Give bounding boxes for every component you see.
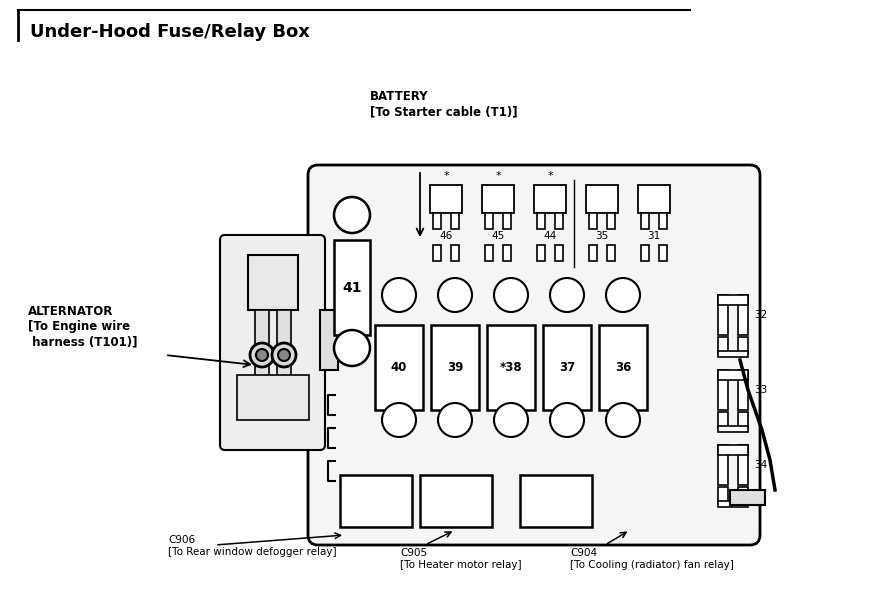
Bar: [433, 245, 441, 261]
Circle shape: [256, 349, 268, 361]
Bar: [641, 245, 649, 261]
Circle shape: [278, 349, 290, 361]
Bar: [718, 295, 728, 335]
Bar: [659, 245, 667, 261]
Bar: [320, 310, 338, 370]
Text: *38: *38: [500, 361, 523, 374]
Bar: [537, 245, 545, 261]
Bar: [431, 325, 479, 410]
Circle shape: [606, 403, 640, 437]
Circle shape: [494, 278, 528, 312]
Bar: [255, 310, 269, 400]
Circle shape: [606, 278, 640, 312]
Bar: [738, 337, 748, 353]
Bar: [430, 185, 462, 213]
Text: 41: 41: [343, 281, 362, 295]
FancyBboxPatch shape: [308, 165, 760, 545]
Text: ALTERNATOR
[To Engine wire
 harness (T101)]: ALTERNATOR [To Engine wire harness (T101…: [28, 305, 137, 348]
Bar: [718, 445, 748, 455]
Text: 39: 39: [447, 361, 463, 374]
Bar: [718, 412, 728, 428]
Bar: [334, 240, 370, 335]
Bar: [718, 337, 728, 353]
Text: *: *: [496, 171, 501, 181]
Bar: [420, 475, 492, 527]
Bar: [451, 213, 459, 229]
Text: 44: 44: [544, 231, 557, 241]
Bar: [718, 426, 748, 432]
Bar: [520, 475, 592, 527]
Bar: [738, 295, 748, 335]
Bar: [482, 185, 514, 213]
Bar: [738, 412, 748, 428]
Bar: [718, 351, 748, 357]
Bar: [375, 325, 423, 410]
Bar: [485, 245, 493, 261]
Text: 31: 31: [648, 231, 661, 241]
Circle shape: [550, 403, 584, 437]
Circle shape: [272, 343, 296, 367]
Text: 45: 45: [491, 231, 504, 241]
Text: 34: 34: [754, 460, 767, 470]
Text: 37: 37: [558, 361, 575, 374]
Bar: [555, 213, 563, 229]
Bar: [738, 487, 748, 503]
Bar: [718, 370, 728, 410]
Bar: [555, 245, 563, 261]
Text: 33: 33: [754, 385, 767, 395]
Text: C905
[To Heater motor relay]: C905 [To Heater motor relay]: [400, 548, 522, 569]
Bar: [607, 245, 615, 261]
Circle shape: [334, 330, 370, 366]
Circle shape: [382, 278, 416, 312]
Bar: [607, 213, 615, 229]
Bar: [503, 245, 511, 261]
FancyBboxPatch shape: [220, 235, 325, 450]
Bar: [659, 213, 667, 229]
Bar: [248, 255, 298, 310]
Bar: [277, 310, 291, 400]
Circle shape: [438, 278, 472, 312]
Circle shape: [334, 197, 370, 233]
Circle shape: [438, 403, 472, 437]
Circle shape: [382, 403, 416, 437]
Text: C906
[To Rear window defogger relay]: C906 [To Rear window defogger relay]: [168, 535, 336, 557]
Bar: [718, 295, 748, 305]
Text: 40: 40: [391, 361, 407, 374]
Bar: [738, 370, 748, 410]
Bar: [485, 213, 493, 229]
Bar: [641, 213, 649, 229]
Bar: [537, 213, 545, 229]
Bar: [451, 245, 459, 261]
Bar: [589, 245, 597, 261]
Text: C904
[To Cooling (radiator) fan relay]: C904 [To Cooling (radiator) fan relay]: [570, 548, 734, 569]
Bar: [586, 185, 618, 213]
Circle shape: [494, 403, 528, 437]
Text: BATTERY
[To Starter cable (T1)]: BATTERY [To Starter cable (T1)]: [370, 90, 517, 118]
Bar: [730, 490, 765, 505]
Bar: [738, 445, 748, 485]
Bar: [503, 213, 511, 229]
Text: 35: 35: [595, 231, 608, 241]
Bar: [487, 325, 535, 410]
Circle shape: [250, 343, 274, 367]
Bar: [340, 475, 412, 527]
Bar: [237, 375, 309, 420]
Bar: [589, 213, 597, 229]
Text: 36: 36: [614, 361, 631, 374]
Text: 46: 46: [440, 231, 453, 241]
Bar: [433, 213, 441, 229]
Bar: [718, 487, 728, 503]
Text: *: *: [443, 171, 449, 181]
Bar: [718, 445, 728, 485]
Bar: [599, 325, 647, 410]
Text: 32: 32: [754, 310, 767, 320]
Bar: [543, 325, 591, 410]
Bar: [638, 185, 670, 213]
Bar: [718, 501, 748, 507]
Bar: [534, 185, 566, 213]
Bar: [718, 370, 748, 380]
Text: *: *: [547, 171, 553, 181]
Circle shape: [550, 278, 584, 312]
Text: Under-Hood Fuse/Relay Box: Under-Hood Fuse/Relay Box: [30, 23, 310, 41]
